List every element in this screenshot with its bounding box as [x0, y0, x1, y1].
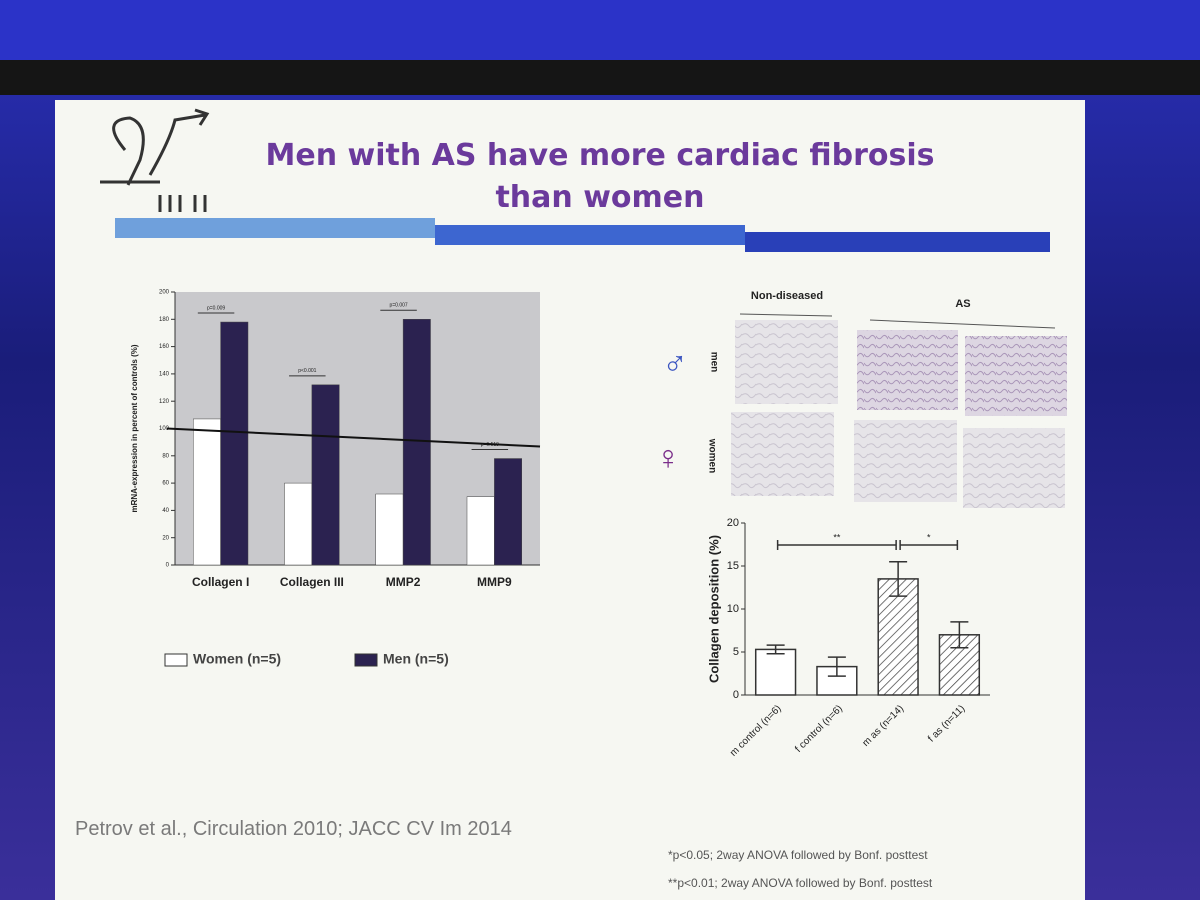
y-tick-label: 40	[162, 508, 169, 514]
significance-label: *	[927, 532, 931, 542]
y-tick-label: 0	[166, 563, 170, 569]
reference-line	[166, 427, 541, 448]
p-value: p=0.007	[389, 303, 407, 309]
micrograph	[857, 330, 958, 410]
ceiling	[0, 0, 1200, 60]
y-tick-label: 60	[162, 481, 169, 487]
micrograph	[963, 428, 1065, 508]
y-tick-label: 5	[733, 646, 739, 658]
y-tick-label: 140	[159, 371, 170, 377]
legend-swatch	[164, 653, 188, 667]
footnote: **p<0.01; 2way ANOVA followed by Bonf. p…	[668, 876, 933, 890]
significance-label: **	[833, 532, 841, 542]
bar	[466, 496, 495, 566]
y-axis-label: mRNA-expression in percent of controls (…	[130, 344, 139, 512]
sex-symbol: ♂	[662, 345, 688, 383]
header-bar	[435, 225, 745, 245]
legend-swatch	[354, 653, 378, 667]
bar	[494, 458, 522, 566]
y-tick-label: 10	[727, 603, 739, 615]
header-rule	[869, 319, 1056, 329]
bar	[193, 418, 221, 566]
micrograph	[731, 412, 834, 496]
legend-label: Men (n=5)	[383, 651, 449, 667]
significance-bracket	[776, 540, 897, 550]
bar	[877, 578, 919, 696]
column-header: AS	[955, 298, 970, 310]
y-tick-label: 80	[162, 453, 169, 459]
micrograph	[854, 420, 957, 502]
significance-bracket	[899, 540, 959, 550]
legend-label: Women (n=5)	[193, 651, 281, 667]
micrograph	[965, 336, 1067, 416]
row-label: women	[706, 438, 717, 473]
y-tick-label: 15	[727, 560, 739, 572]
bar	[284, 482, 313, 566]
citation: Petrov et al., Circulation 2010; JACC CV…	[75, 818, 512, 840]
p-value: p<0.001	[298, 368, 316, 374]
header-rule	[739, 313, 833, 317]
header-bar	[115, 218, 435, 238]
header-bar	[745, 232, 1050, 252]
y-tick-label: 100	[159, 426, 170, 432]
bar	[220, 321, 249, 566]
y-tick-label: 180	[159, 317, 170, 323]
y-tick-label: 120	[159, 399, 170, 405]
y-axis-label: Collagen deposition (%)	[706, 535, 721, 683]
y-tick-label: 0	[733, 689, 739, 701]
micrograph	[735, 320, 838, 404]
bar	[402, 319, 431, 566]
x-tick-label: Collagen III	[280, 575, 344, 589]
row-label: men	[708, 352, 719, 373]
x-tick-label: Collagen I	[192, 575, 249, 589]
x-tick-label: MMP9	[477, 575, 512, 589]
y-tick-label: 160	[159, 344, 170, 350]
y-tick-label: 200	[159, 290, 170, 296]
micrograph-panel: Non-diseased AS ♂ ♀ men women	[655, 290, 1067, 508]
bar	[311, 384, 340, 566]
bar	[375, 493, 404, 566]
screen-frame	[0, 60, 1200, 95]
y-tick-label: 20	[162, 535, 169, 541]
x-tick-label: MMP2	[386, 575, 421, 589]
column-header: Non-diseased	[751, 290, 823, 302]
sex-symbol: ♀	[655, 439, 681, 477]
footnote: *p<0.05; 2way ANOVA followed by Bonf. po…	[668, 848, 928, 862]
p-value: p=0.009	[207, 305, 225, 311]
logo	[100, 108, 210, 212]
bar	[754, 648, 797, 696]
slide-title: Men with AS have more cardiac fibrosis t…	[265, 138, 935, 215]
y-tick-label: 20	[727, 517, 739, 529]
